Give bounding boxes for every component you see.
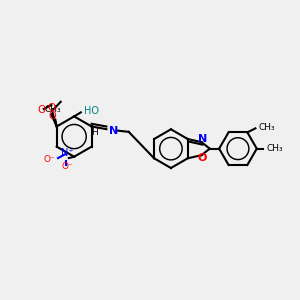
- Text: H: H: [91, 128, 98, 137]
- Text: O⁻: O⁻: [44, 155, 55, 164]
- Text: CH₃: CH₃: [44, 105, 61, 114]
- Text: O: O: [47, 103, 56, 113]
- Text: HO: HO: [84, 106, 99, 116]
- Text: N: N: [109, 125, 118, 136]
- Text: CH₃: CH₃: [267, 144, 283, 153]
- Text: N: N: [198, 134, 207, 144]
- Text: CH₃: CH₃: [259, 123, 275, 132]
- Text: O⁻: O⁻: [61, 162, 73, 171]
- Text: N⁺: N⁺: [61, 148, 73, 158]
- Text: O: O: [197, 153, 207, 163]
- Text: O: O: [49, 111, 56, 121]
- Text: O: O: [38, 105, 46, 115]
